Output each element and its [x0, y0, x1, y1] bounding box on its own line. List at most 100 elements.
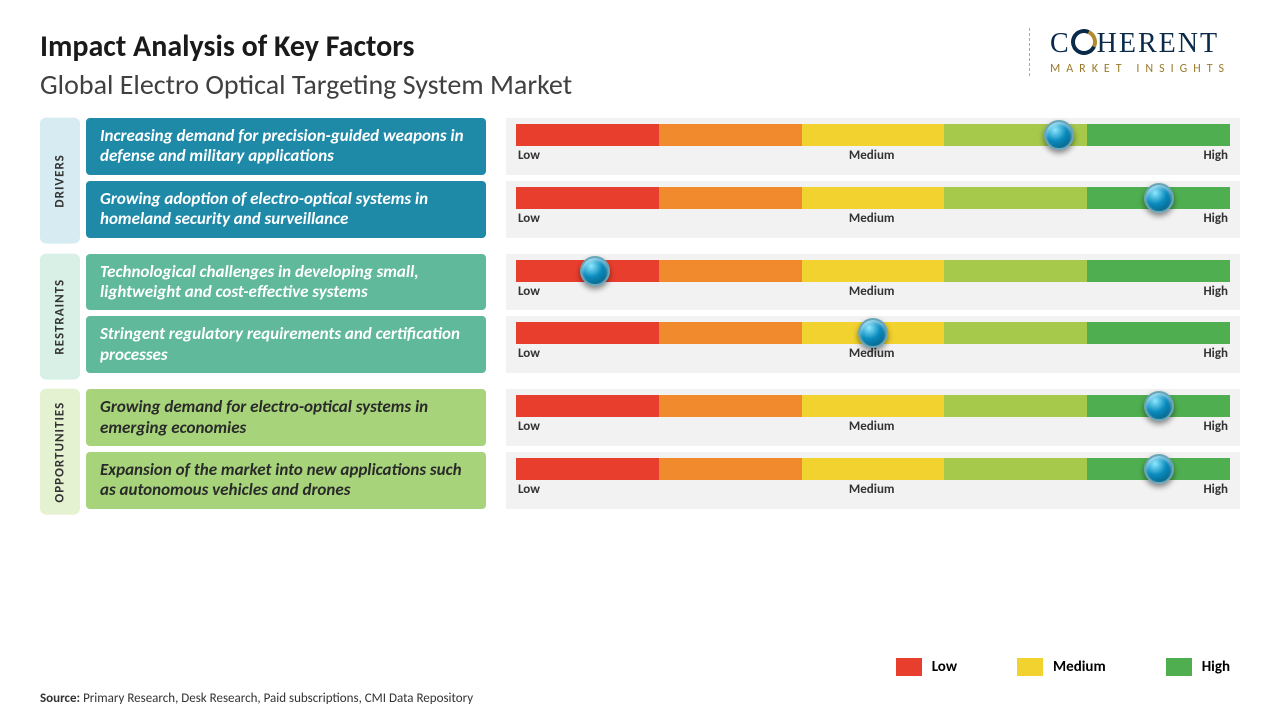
category-tab: DRIVERS	[40, 118, 80, 244]
source-prefix: Source:	[40, 691, 80, 706]
source-line: Source: Primary Research, Desk Research,…	[40, 691, 473, 706]
factor-label: Stringent regulatory requirements and ce…	[86, 316, 486, 373]
logo-brand-text: C HERENT	[1050, 28, 1230, 60]
category-block: OPPORTUNITIESGrowing demand for electro-…	[40, 389, 1240, 515]
scale-label-low: Low	[518, 284, 540, 299]
legend-label: Low	[932, 658, 957, 676]
title-block: Impact Analysis of Key Factors Global El…	[40, 28, 1029, 102]
scale-segment	[802, 124, 945, 146]
scale-label-high: High	[1203, 346, 1228, 361]
legend: Low Medium High	[896, 658, 1230, 676]
legend-swatch	[896, 658, 922, 676]
impact-scale: Low Medium High	[506, 181, 1240, 238]
impact-scale: LowMediumHigh	[506, 118, 1240, 175]
legend-item: Low	[896, 658, 957, 676]
logo-letter: C	[1050, 28, 1071, 59]
factor-row: Technological challenges in developing s…	[86, 254, 1240, 311]
scale-segment	[659, 395, 802, 417]
header: Impact Analysis of Key Factors Global El…	[0, 0, 1280, 112]
category-block: RESTRAINTSTechnological challenges in de…	[40, 254, 1240, 380]
logo-rest: HERENT	[1097, 28, 1219, 59]
legend-swatch	[1166, 658, 1192, 676]
globe-icon	[1071, 29, 1097, 55]
scale-label-medium: Medium	[849, 211, 895, 226]
scale-segment	[516, 187, 659, 209]
impact-marker[interactable]	[858, 318, 888, 348]
legend-item: High	[1166, 658, 1230, 676]
impact-marker[interactable]	[1144, 391, 1174, 421]
scale-segment	[1087, 124, 1230, 146]
logo-tagline: MARKET INSIGHTS	[1050, 62, 1230, 76]
scale-segment	[944, 322, 1087, 344]
scale-label-low: Low	[518, 346, 540, 361]
scale-labels: Low Medium High	[506, 209, 1240, 230]
category-block: DRIVERSIncreasing demand for precision-g…	[40, 118, 1240, 244]
scale-segment	[802, 458, 945, 480]
scale-segment	[659, 322, 802, 344]
scale-label-low: Low	[518, 482, 540, 497]
factor-row: Expansion of the market into new applica…	[86, 452, 1240, 509]
scale-label-medium: Medium	[849, 346, 895, 361]
scale-segment	[1087, 260, 1230, 282]
scale-segment	[944, 395, 1087, 417]
scale-labels: Low Medium High	[506, 417, 1240, 438]
scale-segment	[944, 187, 1087, 209]
source-text: Primary Research, Desk Research, Paid su…	[80, 691, 473, 706]
scale-bar	[516, 322, 1230, 344]
scale-label-high: High	[1203, 482, 1228, 497]
factor-label: Increasing demand for precision-guided w…	[86, 118, 486, 175]
factor-label: Growing demand for electro-optical syste…	[86, 389, 486, 446]
scale-label-high: High	[1203, 148, 1228, 163]
legend-item: Medium	[1017, 658, 1106, 676]
scale-bar	[516, 395, 1230, 417]
scale-label-low: Low	[518, 148, 540, 163]
impact-marker[interactable]	[1144, 183, 1174, 213]
impact-scale: Low Medium High	[506, 452, 1240, 509]
category-rows: Increasing demand for precision-guided w…	[86, 118, 1240, 244]
factor-label: Expansion of the market into new applica…	[86, 452, 486, 509]
scale-segment	[802, 260, 945, 282]
scale-label-low: Low	[518, 211, 540, 226]
scale-segment	[944, 458, 1087, 480]
factor-label: Growing adoption of electro-optical syst…	[86, 181, 486, 238]
category-rows: Technological challenges in developing s…	[86, 254, 1240, 380]
scale-segment	[802, 395, 945, 417]
scale-labels: LowMediumHigh	[506, 146, 1240, 167]
scale-bar	[516, 187, 1230, 209]
scale-segment	[659, 187, 802, 209]
factor-label: Technological challenges in developing s…	[86, 254, 486, 311]
impact-marker[interactable]	[1144, 454, 1174, 484]
legend-label: Medium	[1053, 658, 1106, 676]
scale-label-medium: Medium	[849, 284, 895, 299]
scale-segment	[1087, 322, 1230, 344]
scale-label-high: High	[1203, 211, 1228, 226]
factor-row: Growing adoption of electro-optical syst…	[86, 181, 1240, 238]
legend-label: High	[1202, 658, 1230, 676]
scale-segment	[659, 458, 802, 480]
factor-row: Stringent regulatory requirements and ce…	[86, 316, 1240, 373]
scale-label-low: Low	[518, 419, 540, 434]
scale-bar	[516, 124, 1230, 146]
impact-scale: LowMediumHigh	[506, 254, 1240, 311]
scale-segment	[516, 395, 659, 417]
scale-segment	[659, 260, 802, 282]
scale-label-high: High	[1203, 419, 1228, 434]
category-tab: RESTRAINTS	[40, 254, 80, 380]
scale-segment	[659, 124, 802, 146]
impact-scale: Low Medium High	[506, 316, 1240, 373]
scale-label-medium: Medium	[849, 482, 895, 497]
scale-bar	[516, 260, 1230, 282]
scale-labels: LowMediumHigh	[506, 282, 1240, 303]
category-rows: Growing demand for electro-optical syste…	[86, 389, 1240, 515]
impact-marker[interactable]	[580, 256, 610, 286]
factors-content: DRIVERSIncreasing demand for precision-g…	[0, 112, 1280, 515]
scale-segment	[802, 187, 945, 209]
factor-row: Increasing demand for precision-guided w…	[86, 118, 1240, 175]
scale-segment	[516, 124, 659, 146]
scale-segment	[516, 458, 659, 480]
scale-segment	[944, 260, 1087, 282]
legend-swatch	[1017, 658, 1043, 676]
page-title: Impact Analysis of Key Factors	[40, 28, 1029, 65]
scale-label-medium: Medium	[849, 419, 895, 434]
impact-marker[interactable]	[1044, 120, 1074, 150]
